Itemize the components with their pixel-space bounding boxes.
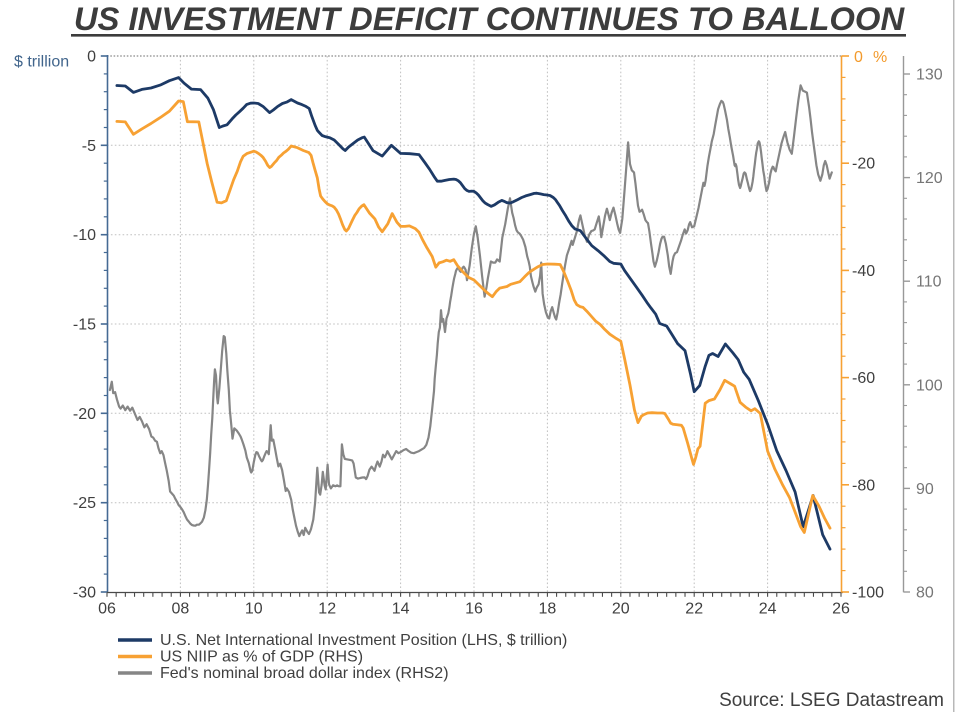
- svg-text:24: 24: [759, 601, 777, 618]
- svg-text:US INVESTMENT DEFICIT CONTINUE: US INVESTMENT DEFICIT CONTINUES TO BALLO…: [74, 0, 906, 37]
- svg-text:20: 20: [612, 601, 630, 618]
- svg-text:0: 0: [854, 49, 863, 66]
- svg-text:-80: -80: [852, 477, 875, 494]
- svg-text:Fed's nominal broad dollar ind: Fed's nominal broad dollar index (RHS2): [160, 665, 449, 682]
- svg-text:-30: -30: [73, 585, 96, 602]
- svg-text:-20: -20: [852, 156, 875, 173]
- svg-text:16: 16: [465, 601, 483, 618]
- svg-text:-15: -15: [73, 317, 96, 334]
- svg-text:%: %: [873, 49, 887, 66]
- svg-text:130: 130: [916, 67, 943, 84]
- svg-text:26: 26: [832, 601, 850, 618]
- svg-text:Source: LSEG Datastream: Source: LSEG Datastream: [719, 690, 944, 711]
- svg-text:$ trillion: $ trillion: [14, 54, 69, 71]
- svg-text:120: 120: [916, 170, 943, 187]
- svg-text:18: 18: [539, 601, 557, 618]
- svg-text:-40: -40: [852, 263, 875, 280]
- svg-text:-100: -100: [852, 585, 884, 602]
- svg-text:110: 110: [916, 274, 942, 291]
- svg-text:-10: -10: [73, 227, 96, 244]
- svg-text:-25: -25: [73, 495, 96, 512]
- svg-text:U.S. Net International Investm: U.S. Net International Investment Positi…: [160, 632, 567, 649]
- svg-text:14: 14: [392, 601, 410, 618]
- svg-text:-20: -20: [73, 406, 96, 423]
- svg-text:08: 08: [172, 601, 190, 618]
- svg-text:90: 90: [916, 481, 934, 498]
- svg-text:06: 06: [98, 601, 116, 618]
- svg-text:22: 22: [685, 601, 703, 618]
- svg-text:100: 100: [916, 377, 943, 394]
- svg-text:10: 10: [245, 601, 263, 618]
- svg-text:-60: -60: [852, 370, 875, 387]
- svg-text:US NIIP as % of GDP (RHS): US NIIP as % of GDP (RHS): [160, 649, 363, 666]
- svg-text:0: 0: [87, 49, 96, 66]
- svg-text:80: 80: [916, 585, 934, 602]
- svg-text:-5: -5: [82, 138, 96, 155]
- svg-text:12: 12: [318, 601, 336, 618]
